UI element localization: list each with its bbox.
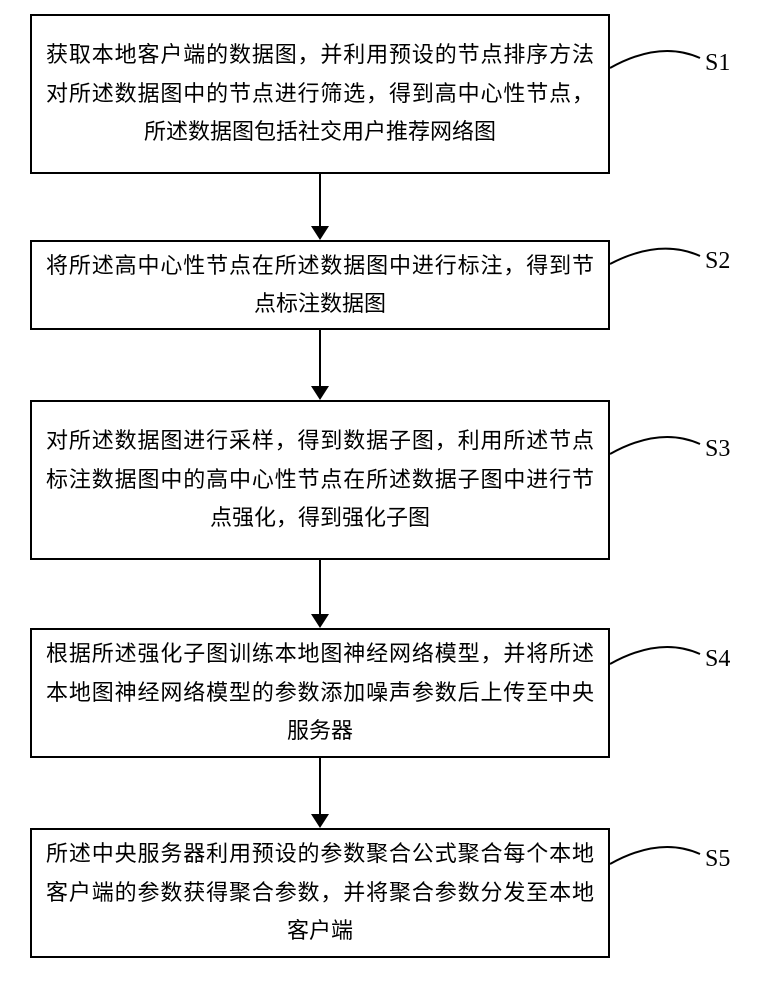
label-connector-s4 bbox=[608, 634, 702, 666]
step-label-s1: S1 bbox=[705, 50, 730, 77]
step-box-s1: 获取本地客户端的数据图，并利用预设的节点排序方法对所述数据图中的节点进行筛选，得… bbox=[30, 14, 610, 174]
label-connector-s3 bbox=[608, 424, 702, 456]
step-box-s3: 对所述数据图进行采样，得到数据子图，利用所述节点标注数据图中的高中心性节点在所述… bbox=[30, 400, 610, 560]
step-box-s4: 根据所述强化子图训练本地图神经网络模型，并将所述本地图神经网络模型的参数添加噪声… bbox=[30, 628, 610, 758]
label-connector-s5 bbox=[608, 834, 702, 866]
step-text-s2: 将所述高中心性节点在所述数据图中进行标注，得到节点标注数据图 bbox=[46, 247, 594, 324]
step-label-s2: S2 bbox=[705, 248, 730, 275]
label-connector-s1 bbox=[608, 38, 702, 70]
step-label-s3: S3 bbox=[705, 436, 730, 463]
step-text-s5: 所述中央服务器利用预设的参数聚合公式聚合每个本地客户端的参数获得聚合参数，并将聚… bbox=[46, 835, 594, 951]
arrow-s4-to-s5 bbox=[308, 758, 332, 828]
arrow-s2-to-s3 bbox=[308, 330, 332, 400]
step-box-s2: 将所述高中心性节点在所述数据图中进行标注，得到节点标注数据图 bbox=[30, 240, 610, 330]
label-connector-s2 bbox=[608, 236, 702, 266]
arrow-s1-to-s2 bbox=[308, 174, 332, 240]
arrow-s3-to-s4 bbox=[308, 560, 332, 628]
step-label-s5: S5 bbox=[705, 846, 730, 873]
step-text-s4: 根据所述强化子图训练本地图神经网络模型，并将所述本地图神经网络模型的参数添加噪声… bbox=[46, 635, 594, 751]
step-text-s1: 获取本地客户端的数据图，并利用预设的节点排序方法对所述数据图中的节点进行筛选，得… bbox=[46, 36, 594, 152]
step-box-s5: 所述中央服务器利用预设的参数聚合公式聚合每个本地客户端的参数获得聚合参数，并将聚… bbox=[30, 828, 610, 958]
step-label-s4: S4 bbox=[705, 646, 730, 673]
step-text-s3: 对所述数据图进行采样，得到数据子图，利用所述节点标注数据图中的高中心性节点在所述… bbox=[46, 422, 594, 538]
